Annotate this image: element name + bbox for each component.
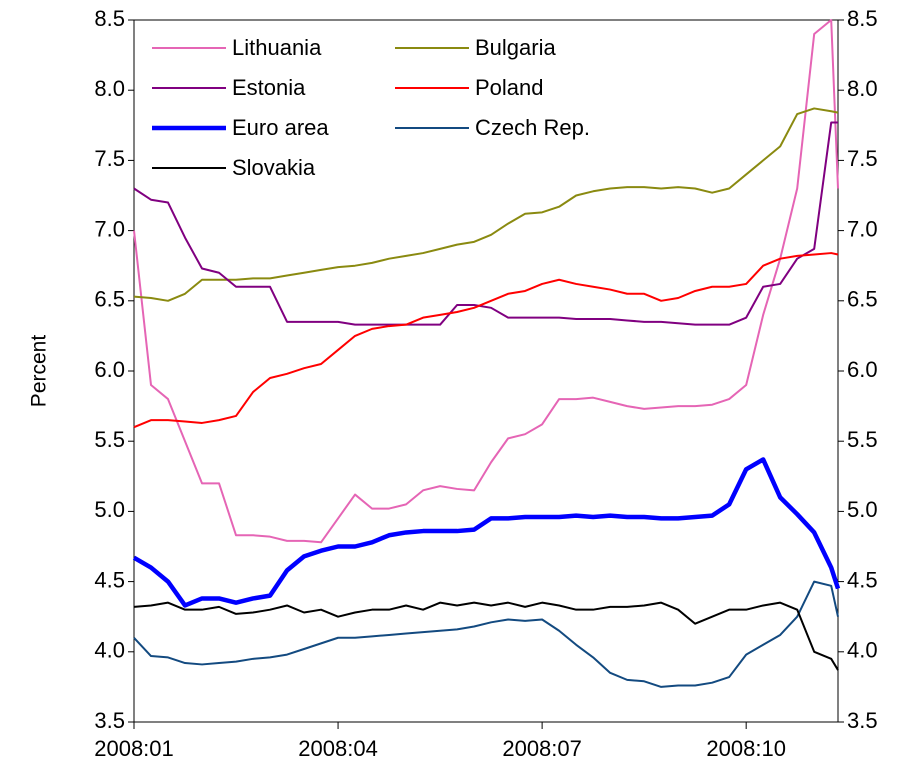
y-tick-label: 4.5 xyxy=(94,567,125,592)
series-line xyxy=(133,107,839,302)
legend-label: Estonia xyxy=(232,75,306,100)
legend-label: Slovakia xyxy=(232,155,316,180)
y-tick-label-right: 8.5 xyxy=(847,6,878,31)
series-line xyxy=(133,19,839,544)
y-tick-label-right: 4.0 xyxy=(847,638,878,663)
y-tick-label: 5.0 xyxy=(94,497,125,522)
y-tick-label: 6.5 xyxy=(94,287,125,312)
x-tick-label: 2008:04 xyxy=(298,736,378,761)
y-tick-label-right: 8.0 xyxy=(847,76,878,101)
y-tick-label-right: 7.0 xyxy=(847,216,878,241)
y-tick-label: 4.0 xyxy=(94,638,125,663)
legend-label: Poland xyxy=(475,75,544,100)
legend-label: Czech Rep. xyxy=(475,115,590,140)
x-tick-label: 2008:01 xyxy=(94,736,174,761)
y-tick-label: 7.5 xyxy=(94,146,125,171)
series-line xyxy=(133,252,839,429)
y-tick-label: 6.0 xyxy=(94,357,125,382)
y-tick-label-right: 5.5 xyxy=(847,427,878,452)
y-tick-label-right: 5.0 xyxy=(847,497,878,522)
y-tick-label: 7.0 xyxy=(94,216,125,241)
series-line xyxy=(133,601,839,671)
y-axis-label: Percent xyxy=(28,335,51,408)
x-tick-label: 2008:10 xyxy=(706,736,786,761)
series-line xyxy=(133,580,839,688)
y-tick-label: 3.5 xyxy=(94,708,125,733)
y-tick-label-right: 3.5 xyxy=(847,708,878,733)
y-tick-label-right: 6.0 xyxy=(847,357,878,382)
series-line xyxy=(133,121,838,326)
y-tick-label: 8.0 xyxy=(94,76,125,101)
y-tick-label: 8.5 xyxy=(94,6,125,31)
y-tick-label: 5.5 xyxy=(94,427,125,452)
legend-label: Euro area xyxy=(232,115,329,140)
y-tick-label-right: 7.5 xyxy=(847,146,878,171)
y-tick-label-right: 4.5 xyxy=(847,567,878,592)
y-tick-label-right: 6.5 xyxy=(847,287,878,312)
legend-label: Lithuania xyxy=(232,35,322,60)
series-line xyxy=(132,457,841,608)
x-tick-label: 2008:07 xyxy=(502,736,582,761)
legend-label: Bulgaria xyxy=(475,35,556,60)
